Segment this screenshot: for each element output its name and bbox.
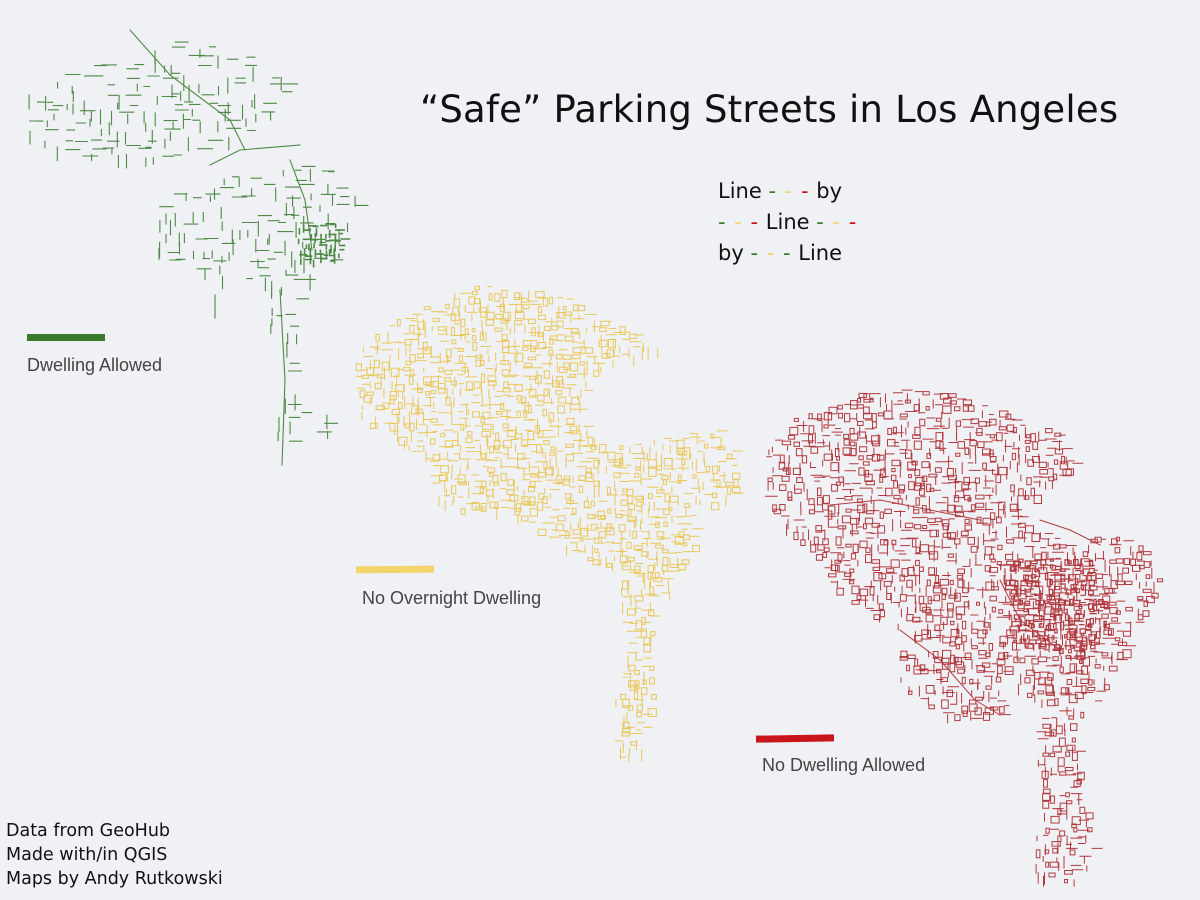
poem-line-1: Line - - - by xyxy=(718,176,857,207)
poem-word: by xyxy=(816,179,843,203)
map-title: “Safe” Parking Streets in Los Angeles xyxy=(420,88,1119,131)
credit-line: Made with/in QGIS xyxy=(6,845,168,865)
legend-swatch-no-overnight-dwelling xyxy=(355,565,435,574)
street-line xyxy=(209,144,301,166)
street-segments xyxy=(1000,555,1111,664)
poem-word: Line xyxy=(765,210,810,234)
poem-line-2: - - - Line - - - xyxy=(718,207,857,238)
legend-label-no-overnight-dwelling: No Overnight Dwelling xyxy=(362,588,542,608)
no-overnight-dwelling-map xyxy=(355,285,744,763)
street-line xyxy=(899,629,1001,716)
dash-green-red: - - - xyxy=(816,210,858,234)
credit-line: Maps by Andy Rutkowski xyxy=(6,869,223,889)
legend-poem: Line - - - by - - - Line - - - by - - - … xyxy=(718,176,857,269)
street-line xyxy=(129,29,246,151)
credit-line: Data from GeoHub xyxy=(6,821,171,841)
street-line xyxy=(1039,519,1101,546)
dwelling-allowed-map xyxy=(28,29,369,466)
no-dwelling-allowed-map xyxy=(764,389,1164,887)
legend-label-dwelling-allowed: Dwelling Allowed xyxy=(27,355,163,375)
poem-line-3: by - - - Line xyxy=(718,238,857,269)
street-line xyxy=(289,159,313,251)
street-segments xyxy=(297,223,351,268)
street-line xyxy=(829,499,981,521)
dash-red-yellow-green: - - - xyxy=(750,241,792,265)
street-segments xyxy=(28,41,369,442)
legend-swatch-no-dwelling-allowed xyxy=(755,734,835,743)
dash-yellow-red: - - - xyxy=(768,179,810,203)
street-segments xyxy=(355,285,744,763)
legend-label-no-dwelling-allowed: No Dwelling Allowed xyxy=(762,755,926,775)
poem-word: Line xyxy=(798,241,843,265)
credits: Data from GeoHub Made with/in QGIS Maps … xyxy=(6,819,223,891)
poem-word: by xyxy=(718,241,744,265)
poem-word: Line xyxy=(718,179,762,203)
dash-green-red: - - - xyxy=(718,210,760,234)
street-segments xyxy=(764,389,1164,887)
legend-swatch-dwelling-allowed xyxy=(27,334,105,341)
street-line xyxy=(279,289,286,466)
